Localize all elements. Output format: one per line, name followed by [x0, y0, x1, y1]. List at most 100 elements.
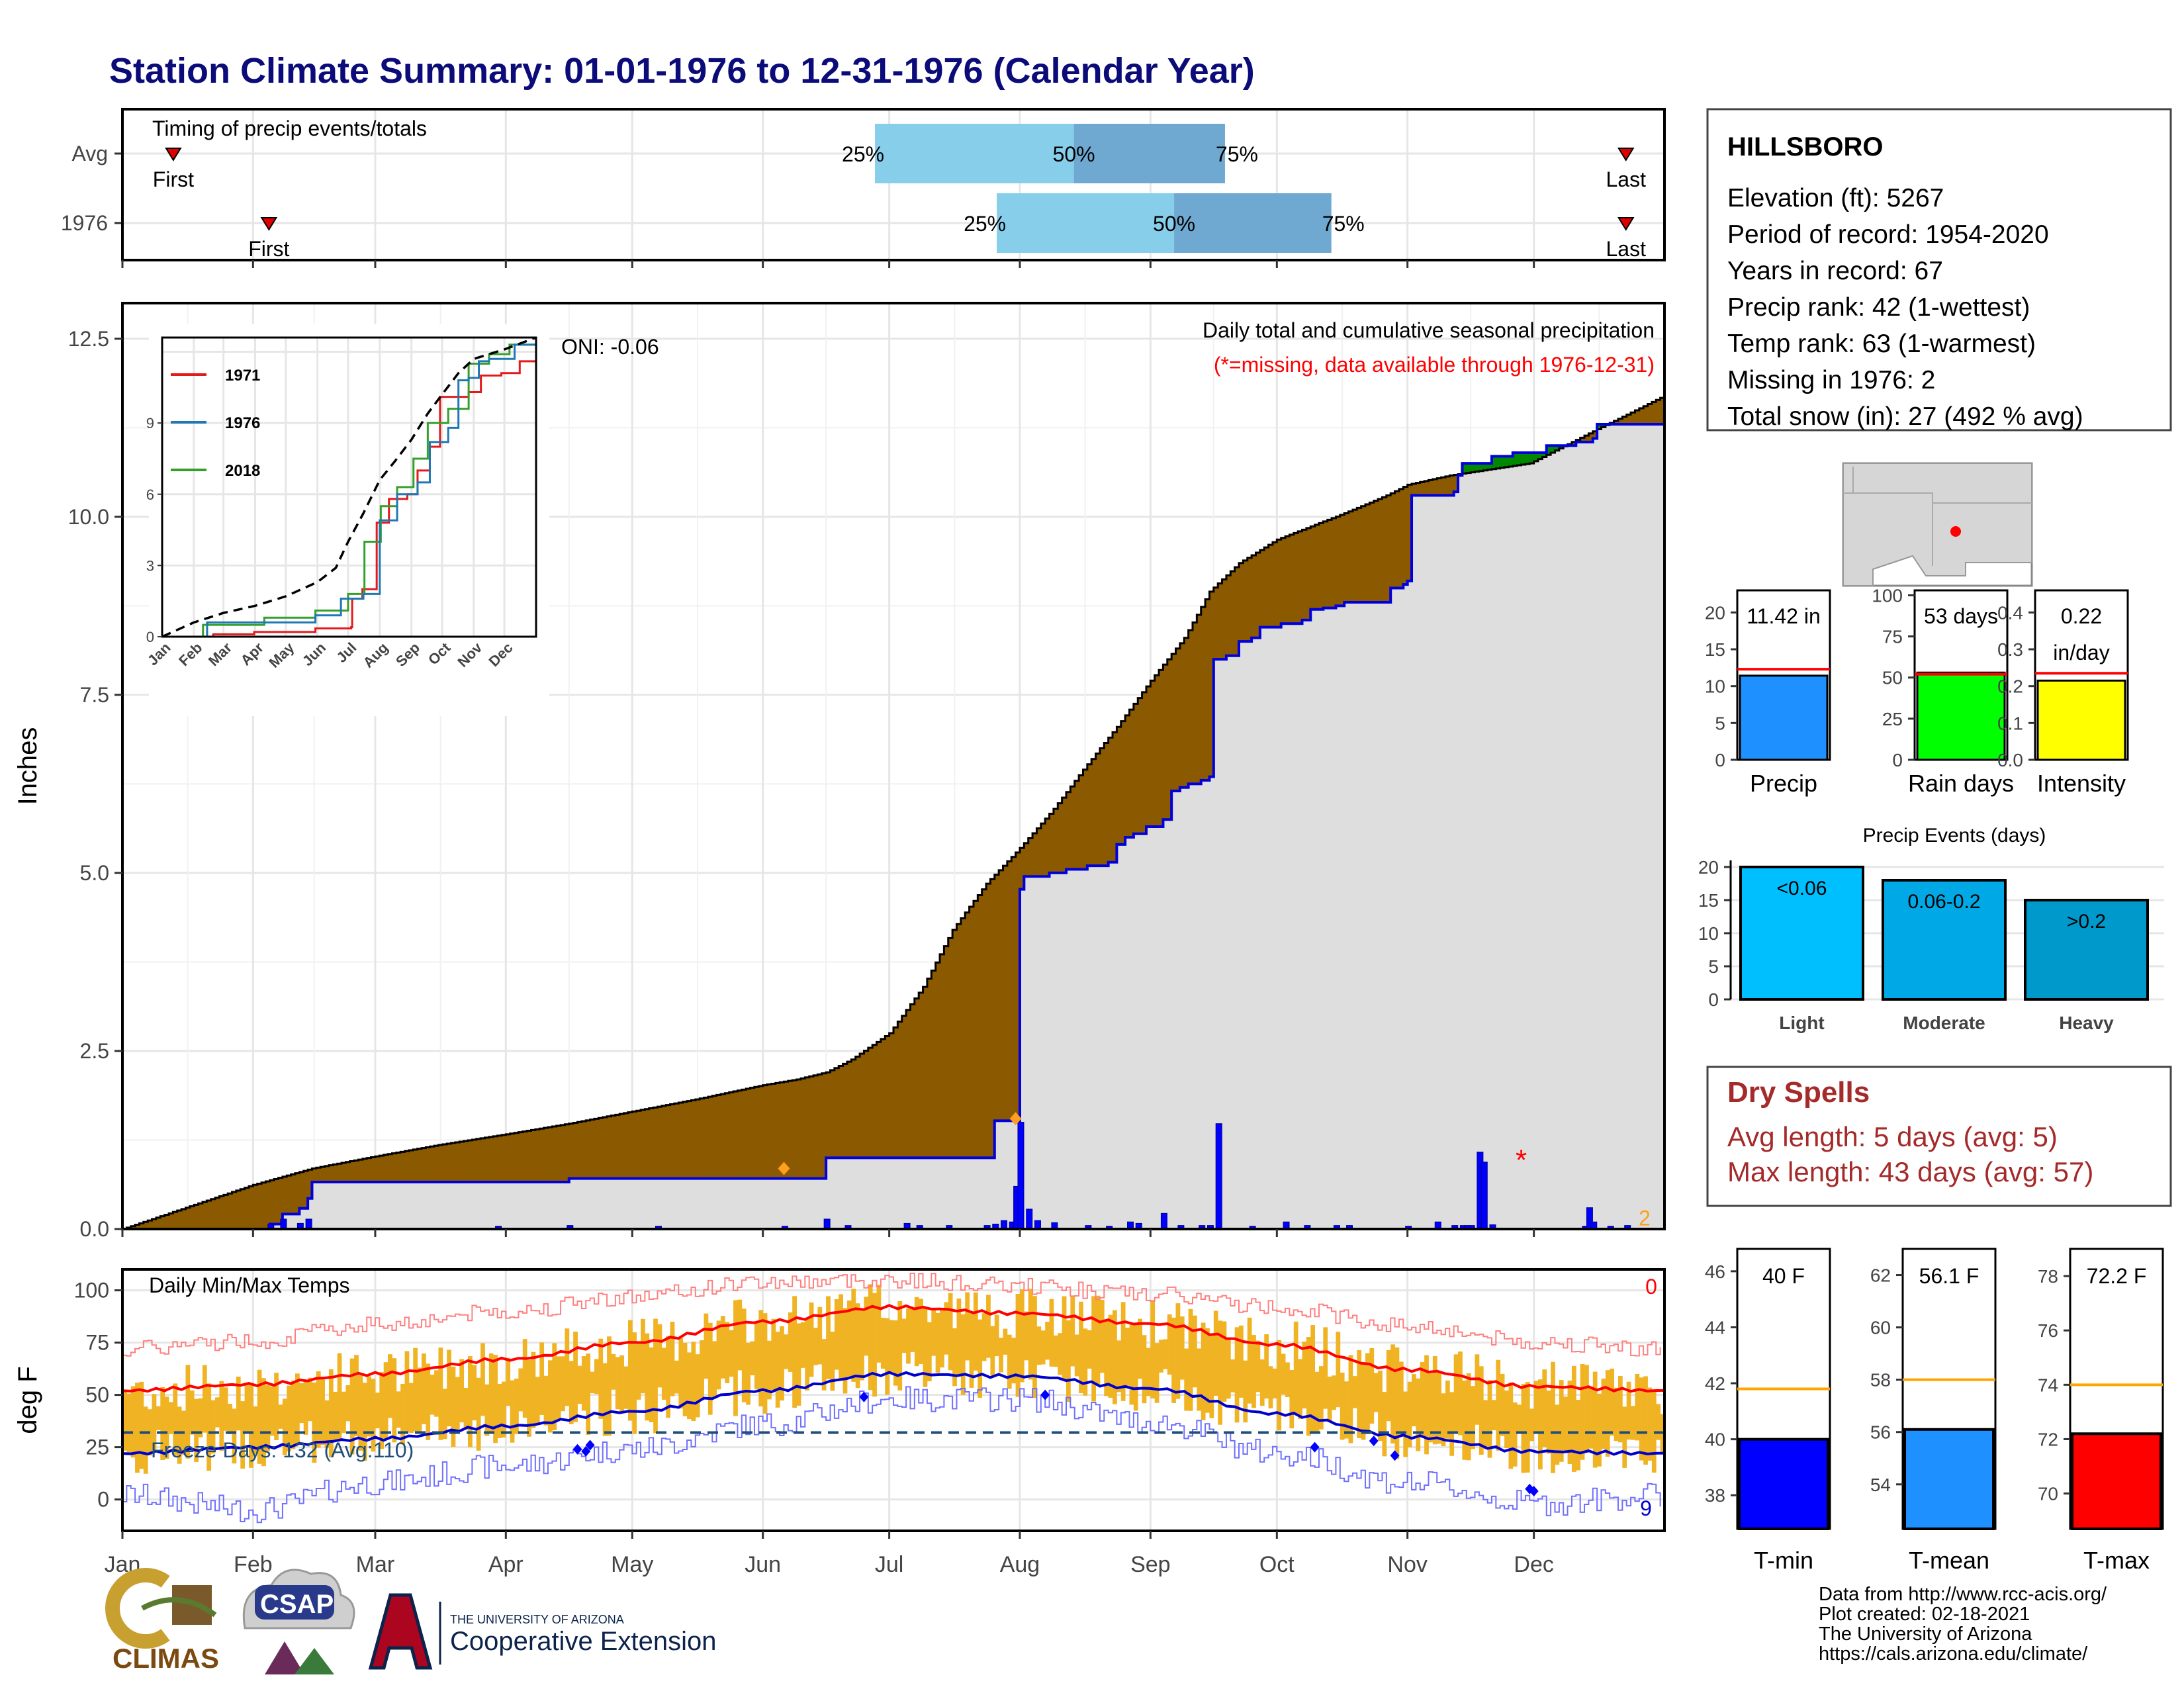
deficit-segment [720, 1094, 725, 1179]
deficit-segment [1036, 828, 1042, 877]
daily-temp-bar [1428, 1373, 1433, 1443]
daily-temp-bar [228, 1404, 232, 1435]
deficit-segment [704, 1097, 709, 1179]
temps-heading: Daily Min/Max Temps [149, 1273, 349, 1297]
daily-temp-bar [421, 1353, 426, 1424]
deficit-segment [1138, 698, 1143, 834]
deficit-segment [1643, 406, 1649, 424]
deficit-segment [1074, 780, 1079, 870]
first-event-marker [260, 217, 278, 231]
precip-heading: Daily total and cumulative seasonal prec… [1203, 318, 1655, 342]
deficit-segment [670, 1104, 675, 1179]
daily-temp-bar [1298, 1359, 1302, 1419]
month-label: Nov [1387, 1552, 1427, 1577]
deficit-segment [413, 1149, 418, 1182]
last-event-marker [1617, 217, 1635, 231]
daily-temp-bar [1508, 1382, 1514, 1469]
daily-temp-bar [758, 1310, 764, 1406]
surplus-segment [1496, 456, 1501, 469]
daily-temp-bar [1007, 1334, 1012, 1389]
daily-temp-bar [960, 1314, 966, 1395]
daily-temp-bar [1306, 1336, 1311, 1436]
deficit-segment [1441, 477, 1446, 496]
daily-temp-bar [830, 1332, 835, 1391]
deficit-segment [788, 1081, 793, 1179]
daily-temp-bar [337, 1353, 342, 1440]
minibar-value-label: 0.22 [2061, 604, 2102, 628]
daily-temp-bar [1243, 1360, 1248, 1423]
daily-temp-bar [1289, 1370, 1295, 1429]
deficit-segment [872, 1044, 878, 1158]
surplus-segment [1471, 463, 1476, 473]
deficit-segment [1142, 692, 1147, 834]
daily-temp-bar [501, 1381, 506, 1438]
daily-temp-bar [1197, 1348, 1202, 1411]
daily-temp-bar [762, 1313, 768, 1414]
deficit-segment [1352, 510, 1357, 602]
deficit-segment [1003, 866, 1008, 1121]
precip-ytick-label: 5.0 [80, 861, 109, 885]
daily-temp-bar [754, 1323, 759, 1390]
events-bar [1882, 879, 2007, 1001]
daily-temp-bar [632, 1332, 637, 1434]
deficit-segment [1369, 502, 1375, 602]
daily-temp-bar [1138, 1318, 1143, 1379]
daily-temp-bar [1571, 1365, 1576, 1472]
surplus-segment [1542, 452, 1547, 457]
last-event-label: Last [1606, 237, 1647, 261]
daily-temp-bar [897, 1301, 903, 1391]
deficit-segment [1045, 818, 1050, 877]
daily-temp-bar [1453, 1354, 1459, 1432]
deficit-segment [1285, 536, 1291, 624]
daily-temp-bar [518, 1368, 523, 1412]
daily-temp-bar [1079, 1301, 1083, 1394]
daily-temp-bar [303, 1381, 308, 1435]
daily-temp-bar [687, 1352, 692, 1420]
deficit-segment [1197, 614, 1202, 784]
climas-logo: CLIMAS [105, 1568, 219, 1674]
month-label: May [611, 1552, 653, 1577]
deficit-segment [1255, 553, 1261, 638]
daily-temp-bar [248, 1385, 253, 1468]
tempbar-value-bar [2071, 1432, 2162, 1531]
tempbar-value-bar [1738, 1438, 1829, 1530]
daily-temp-bar [287, 1385, 292, 1451]
surplus-segment [1529, 452, 1535, 464]
daily-temp-bar [308, 1377, 312, 1422]
daily-temp-bar [1601, 1379, 1606, 1449]
deficit-segment [1281, 537, 1286, 624]
deficit-segment [889, 1033, 894, 1158]
daily-temp-bar [796, 1323, 801, 1406]
deficit-segment [1651, 402, 1657, 424]
daily-temp-bar [1032, 1296, 1037, 1398]
deficit-segment [990, 879, 995, 1158]
minibar-category-label: Precip [1750, 770, 1817, 797]
daily-temp-bar [506, 1357, 511, 1406]
daily-temp-bar [716, 1320, 721, 1390]
deficit-segment [1104, 743, 1109, 866]
summary-bars: 11.42 in 0 5 10 15 20 Precip 53 days 0 25 50 75 100 R… [1705, 585, 2129, 797]
precip-frame [121, 302, 1666, 1230]
deficit-segment [876, 1042, 882, 1158]
station-location-marker [1950, 526, 1961, 537]
inset-ytick-label: 3 [146, 557, 154, 574]
daily-temp-bar [1432, 1355, 1437, 1445]
daily-temp-bar [472, 1365, 477, 1421]
deficit-segment [1058, 803, 1063, 873]
daily-temp-bar [792, 1296, 797, 1408]
record-low-marker [1529, 1485, 1539, 1496]
daily-temp-bar [817, 1306, 823, 1365]
deficit-segment [299, 1171, 304, 1209]
deficit-segment [919, 992, 924, 1158]
daily-temp-bar [733, 1300, 738, 1416]
temps-ytick-label: 0 [97, 1488, 109, 1512]
deficit-segment [244, 1187, 250, 1229]
deficit-segment [1159, 670, 1164, 827]
daily-temp-bar [1643, 1376, 1648, 1465]
tempbar-value-label: 56.1 F [1919, 1264, 1979, 1288]
daily-temp-bar [1083, 1328, 1088, 1396]
daily-temp-bar [1559, 1380, 1564, 1462]
minibar-tick-label: 15 [1705, 639, 1725, 660]
daily-temp-bar [253, 1406, 258, 1454]
daily-temp-bar [1192, 1315, 1197, 1388]
